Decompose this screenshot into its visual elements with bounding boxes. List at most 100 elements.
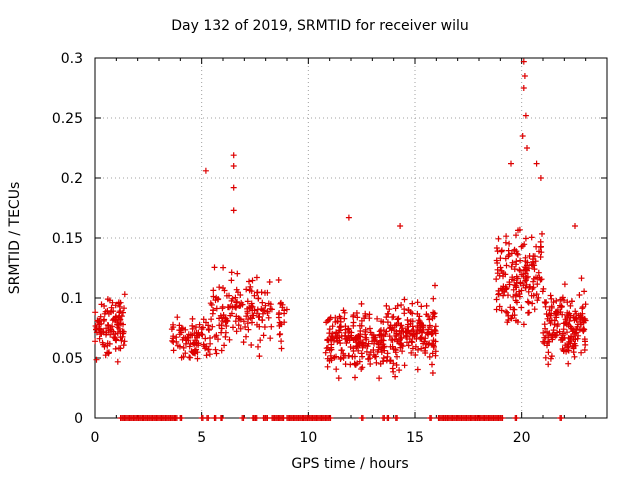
data-point <box>332 319 339 325</box>
data-point <box>233 328 240 335</box>
data-point <box>510 293 517 300</box>
data-point <box>415 324 421 331</box>
data-point <box>362 326 369 333</box>
data-point <box>265 314 272 321</box>
data-point <box>338 354 344 361</box>
data-point <box>239 301 246 308</box>
data-point <box>358 317 365 324</box>
data-point <box>359 415 366 421</box>
data-point <box>213 305 220 312</box>
data-point <box>102 308 109 315</box>
data-point <box>101 303 108 309</box>
data-point <box>205 415 212 421</box>
data-point <box>519 243 526 249</box>
data-point <box>507 304 514 311</box>
data-point <box>366 325 373 332</box>
data-point <box>548 295 555 302</box>
data-point <box>240 415 247 421</box>
data-point <box>401 296 408 303</box>
data-point <box>545 338 551 345</box>
data-point <box>499 287 506 294</box>
data-point <box>98 320 105 327</box>
data-point <box>221 342 228 349</box>
data-point <box>202 345 209 352</box>
data-point <box>251 307 258 314</box>
data-point <box>362 310 369 317</box>
data-point <box>509 259 516 266</box>
data-point <box>543 299 550 306</box>
data-point <box>504 309 511 316</box>
data-point <box>392 346 399 353</box>
data-point <box>110 334 117 341</box>
data-point <box>576 292 583 298</box>
data-point <box>358 366 365 372</box>
data-point <box>553 297 560 304</box>
data-point <box>559 311 566 318</box>
data-point <box>560 326 567 333</box>
data-point <box>227 303 234 310</box>
data-point <box>496 272 503 279</box>
data-point <box>336 324 343 331</box>
data-point <box>174 342 181 349</box>
data-point <box>253 415 260 421</box>
data-point <box>251 292 258 299</box>
data-point <box>520 85 527 91</box>
data-point <box>340 307 347 314</box>
data-point <box>268 323 275 330</box>
data-point <box>551 332 558 339</box>
data-point <box>494 266 501 273</box>
data-point <box>553 314 560 321</box>
data-point <box>404 333 410 340</box>
data-point <box>567 312 574 319</box>
data-point <box>425 326 432 333</box>
data-point <box>209 310 216 317</box>
data-point <box>363 348 370 355</box>
data-point <box>425 313 431 319</box>
data-point <box>374 315 381 322</box>
data-point <box>193 324 199 331</box>
data-point <box>384 350 391 357</box>
data-point <box>216 322 223 329</box>
data-point <box>393 362 400 368</box>
data-point <box>503 262 510 269</box>
data-point <box>230 163 237 169</box>
data-point <box>430 295 437 302</box>
data-point <box>513 232 519 239</box>
data-point <box>220 264 227 271</box>
data-point <box>328 341 335 348</box>
data-point <box>569 342 576 349</box>
data-point <box>115 322 122 329</box>
data-point <box>244 298 251 305</box>
data-point <box>119 333 126 340</box>
data-point <box>540 285 547 292</box>
data-point <box>260 310 266 317</box>
data-point <box>396 336 403 343</box>
data-point <box>497 255 504 262</box>
data-point <box>96 326 103 333</box>
data-point <box>357 333 364 340</box>
data-point <box>212 346 219 353</box>
data-point <box>213 332 220 339</box>
data-point <box>342 361 349 368</box>
x-axis-label: GPS time / hours <box>291 456 409 472</box>
data-point <box>502 271 509 278</box>
y-tick-label: 0.05 <box>52 351 83 367</box>
data-point <box>529 256 536 263</box>
data-point <box>408 338 415 345</box>
x-tick-label: 0 <box>91 430 100 446</box>
data-point <box>508 160 514 167</box>
data-point <box>245 316 252 323</box>
x-tick-label: 10 <box>299 430 317 446</box>
data-point <box>203 352 210 359</box>
data-point <box>519 133 526 139</box>
data-point <box>275 277 282 283</box>
data-point <box>121 291 128 298</box>
data-point <box>278 345 285 352</box>
data-point <box>505 312 512 319</box>
data-point <box>517 257 524 264</box>
data-point <box>564 329 570 336</box>
data-point <box>360 342 367 349</box>
data-point <box>180 344 187 351</box>
data-point <box>357 328 364 334</box>
